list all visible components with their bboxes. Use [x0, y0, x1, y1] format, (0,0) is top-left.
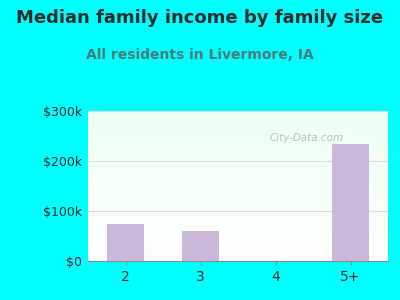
Text: All residents in Livermore, IA: All residents in Livermore, IA [86, 48, 314, 62]
Text: Median family income by family size: Median family income by family size [16, 9, 384, 27]
Bar [182, 231, 219, 261]
Text: City-Data.com: City-Data.com [270, 133, 344, 143]
Bar [107, 224, 144, 261]
Bar [332, 143, 369, 261]
